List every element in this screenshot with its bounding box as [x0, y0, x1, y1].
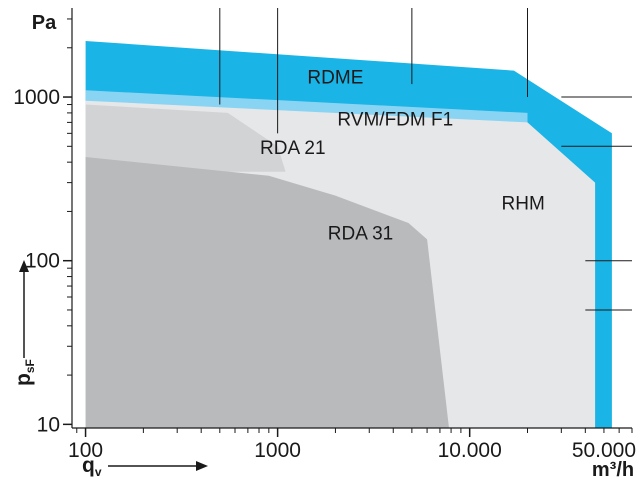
x-axis-symbol: qv: [82, 454, 208, 479]
y-axis-arrow-head: [19, 260, 29, 272]
y-axis-symbol-main: p: [12, 373, 35, 386]
x-axis-symbol-main: q: [82, 454, 95, 477]
region-label-rdme: RDME: [307, 67, 363, 88]
x-tick-label: 1000: [254, 439, 301, 462]
x-unit-label: m³/h: [592, 459, 634, 481]
svg-text:qv: qv: [82, 454, 102, 479]
y-axis-symbol-sub: sF: [23, 359, 37, 373]
regions-layer: [85, 41, 612, 429]
region-label-rda-21: RDA 21: [260, 138, 325, 159]
x-axis-arrow-head: [196, 461, 208, 471]
region-labels-layer: RDME RVM/FDM F1 RHM RDA 21 RDA 31: [260, 67, 545, 244]
grid-layer: [219, 8, 632, 311]
region-label-rvm-fdm-f1: RVM/FDM F1: [337, 109, 453, 130]
x-tick-label: 10.000: [438, 439, 502, 462]
region-label-rda-31: RDA 31: [328, 223, 393, 244]
ticks-layer: 10 100 1000 100 1000 10.000 50.000: [13, 18, 636, 462]
y-unit-label: Pa: [32, 12, 57, 34]
x-tick-label: 50.000: [572, 439, 636, 462]
region-rda-31: [85, 157, 449, 428]
y-axis-symbol: psF: [12, 260, 37, 386]
region-label-rhm: RHM: [502, 194, 545, 215]
x-tick-label: 100: [68, 439, 103, 462]
y-tick-label: 100: [25, 250, 60, 273]
svg-text:psF: psF: [12, 359, 37, 386]
y-tick-label: 1000: [13, 86, 60, 109]
axes-layer: [71, 8, 632, 429]
y-tick-label: 10: [37, 413, 60, 436]
x-axis-symbol-sub: v: [95, 465, 102, 479]
region-rda-21: [85, 104, 286, 172]
